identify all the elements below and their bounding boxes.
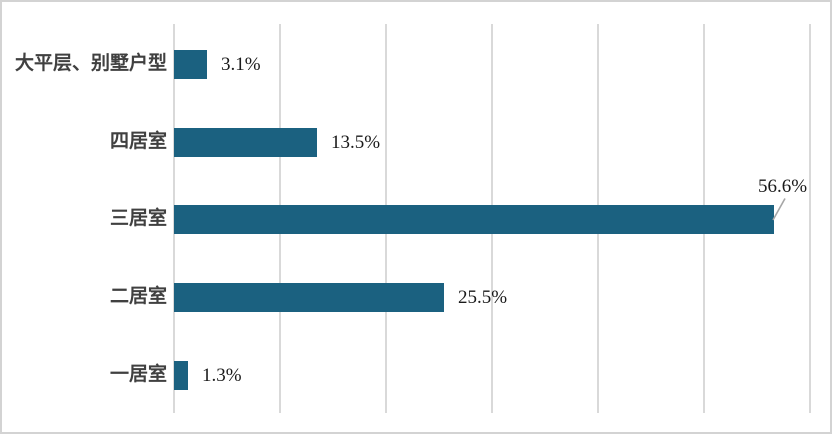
value-label: 56.6%	[758, 175, 808, 197]
value-label: 13.5%	[331, 132, 381, 153]
leader-line	[772, 198, 786, 221]
category-label: 大平层、别墅户型	[14, 53, 167, 74]
bar	[174, 282, 444, 312]
category-label: 四居室	[109, 131, 167, 152]
value-label: 25.5%	[458, 287, 508, 308]
value-label: 1.3%	[202, 365, 242, 386]
gridline	[809, 24, 811, 413]
category-label: 一居室	[109, 364, 167, 385]
bar	[174, 360, 188, 390]
category-label: 二居室	[109, 286, 167, 307]
bar	[174, 204, 774, 234]
bar	[174, 127, 317, 157]
value-label: 3.1%	[221, 54, 261, 75]
category-label: 三居室	[109, 208, 167, 229]
bar	[174, 49, 207, 79]
